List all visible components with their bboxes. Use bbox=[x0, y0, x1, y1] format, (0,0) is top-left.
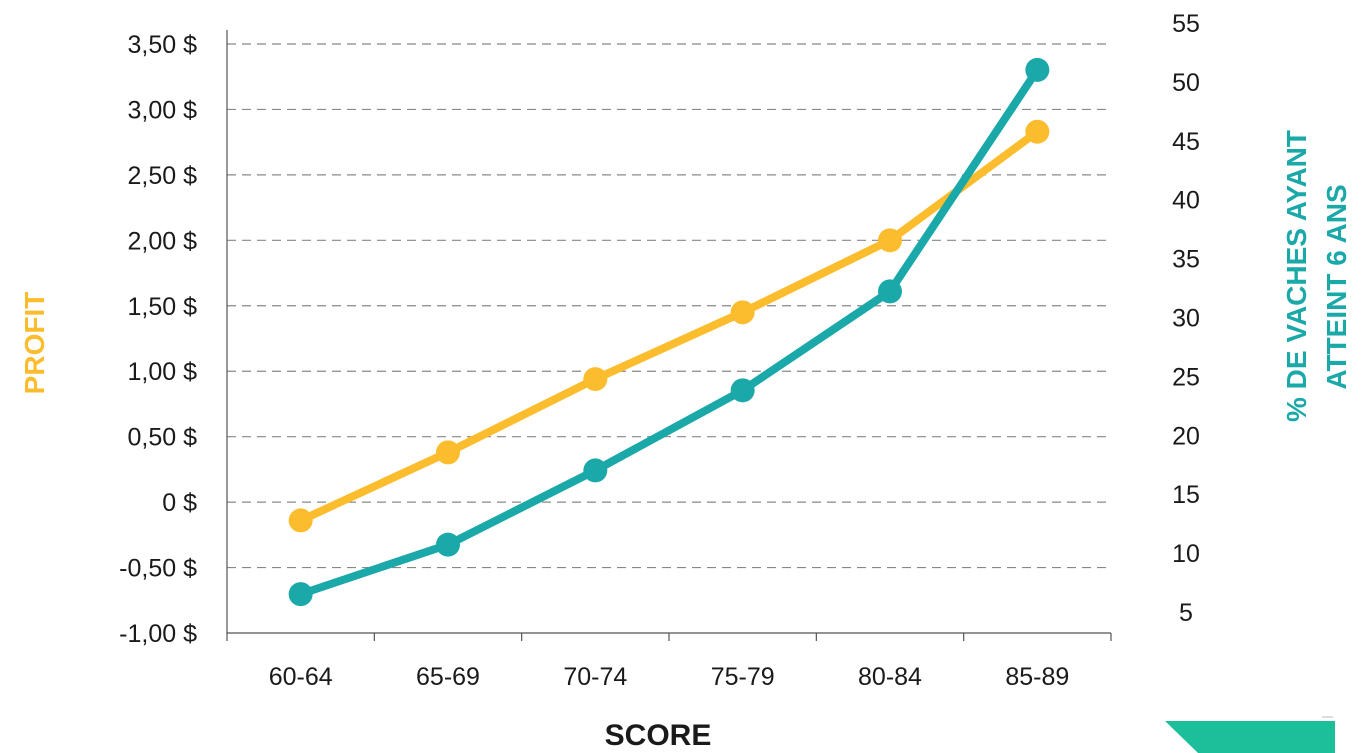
cows-data-point bbox=[436, 532, 460, 557]
x-tick-label: 80-84 bbox=[858, 663, 922, 691]
x-tick-label: 60-64 bbox=[269, 663, 333, 691]
cows-series-line bbox=[296, 65, 1042, 599]
right-tick-label: 10 bbox=[1172, 540, 1200, 568]
right-tick-label: 40 bbox=[1172, 187, 1200, 215]
cows-data-point bbox=[878, 279, 902, 304]
x-axis-ticks: 60-64 65-69 70-74 75-79 80-84 85-89 bbox=[269, 663, 1070, 691]
right-tick-label: 35 bbox=[1172, 246, 1200, 274]
cows-data-point bbox=[583, 458, 608, 483]
profit-data-point bbox=[878, 228, 902, 253]
profit-data-point bbox=[436, 440, 460, 465]
left-tick-label: 0 $ bbox=[162, 489, 197, 517]
right-axis-ticks: 55 50 45 40 35 30 25 20 15 10 5 bbox=[1172, 10, 1200, 627]
profit-data-point bbox=[288, 508, 313, 533]
left-tick-label: 2,00 $ bbox=[127, 227, 197, 255]
right-tick-label: 50 bbox=[1172, 69, 1200, 97]
x-tick-label: 85-89 bbox=[1005, 663, 1069, 691]
left-tick-label: 1,50 $ bbox=[127, 293, 197, 321]
left-tick-label: 2,50 $ bbox=[127, 162, 197, 190]
left-tick-label: 0,50 $ bbox=[127, 424, 197, 452]
profit-data-point bbox=[730, 300, 755, 325]
left-axis-label: PROFIT bbox=[19, 292, 50, 395]
left-tick-label: 3,50 $ bbox=[127, 31, 197, 59]
right-tick-label: 45 bbox=[1172, 128, 1200, 156]
right-axis-label-line2: ATTEINT 6 ANS bbox=[1321, 184, 1352, 389]
left-tick-label: 3,00 $ bbox=[127, 96, 197, 124]
cows-data-point bbox=[1025, 57, 1050, 82]
profit-data-point bbox=[583, 367, 608, 392]
decorative-corner-shape bbox=[1165, 721, 1335, 753]
x-tick-label: 65-69 bbox=[416, 663, 480, 691]
right-tick-label: 55 bbox=[1172, 10, 1200, 38]
cows-data-point bbox=[730, 378, 755, 403]
right-tick-label: 5 bbox=[1179, 599, 1193, 627]
x-tick-label: 70-74 bbox=[563, 663, 627, 691]
profit-series-line bbox=[296, 127, 1042, 525]
left-tick-label: 1,00 $ bbox=[127, 358, 197, 386]
x-axis-label: SCORE bbox=[605, 719, 712, 752]
series-points bbox=[288, 57, 1050, 607]
right-tick-label: 20 bbox=[1172, 422, 1200, 450]
profit-data-point bbox=[1025, 119, 1050, 144]
axes bbox=[226, 30, 1112, 641]
left-axis-ticks: 3,50 $ 3,00 $ 2,50 $ 2,00 $ 1,50 $ 1,00 $ 0,50… bbox=[119, 31, 197, 648]
cows-data-point bbox=[288, 582, 313, 607]
x-tick-label: 75-79 bbox=[711, 663, 775, 691]
right-tick-label: 30 bbox=[1172, 305, 1200, 333]
left-tick-label: -1,00 $ bbox=[119, 620, 197, 648]
right-tick-label: 25 bbox=[1172, 363, 1200, 391]
right-axis-label-line1: % DE VACHES AYANT bbox=[1281, 130, 1312, 422]
left-tick-label: -0,50 $ bbox=[119, 555, 197, 583]
grid-lines bbox=[227, 43, 1111, 569]
series-lines bbox=[296, 65, 1042, 599]
right-tick-label: 15 bbox=[1172, 481, 1200, 509]
